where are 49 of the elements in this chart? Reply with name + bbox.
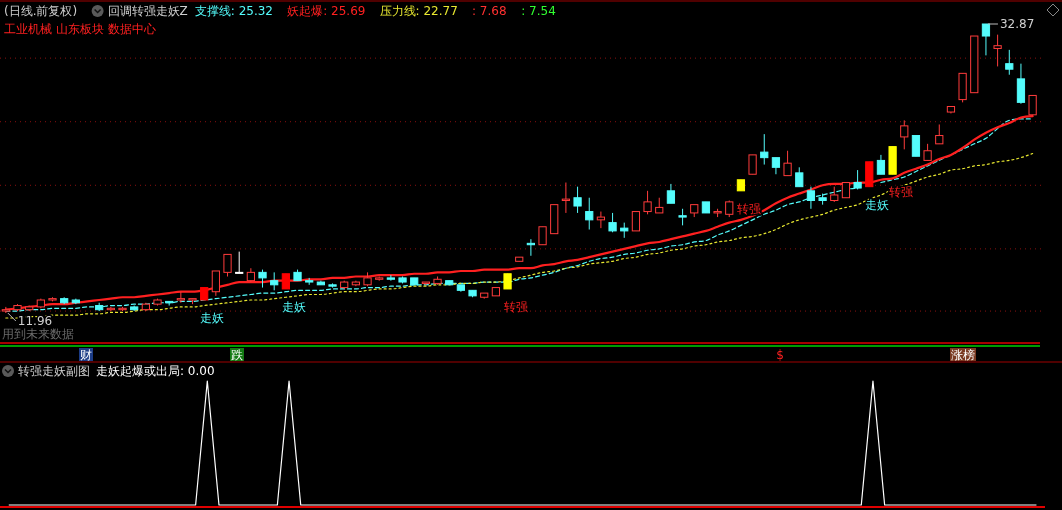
text: 走妖起爆或出局: 0.00 xyxy=(96,364,215,378)
candlestick xyxy=(585,197,594,231)
candlestick xyxy=(935,123,944,145)
candlestick xyxy=(795,166,804,188)
text: 跌 xyxy=(231,348,243,362)
text: 妖起爆: 25.69 xyxy=(287,4,366,18)
candlestick xyxy=(666,183,676,204)
candlestick xyxy=(386,274,395,282)
candlestick xyxy=(573,186,582,214)
text: 用到未来数据 xyxy=(2,327,74,341)
annotation: 转强 xyxy=(503,299,528,314)
candlestick xyxy=(981,23,991,56)
candlestick xyxy=(1028,94,1037,116)
chart-title: 转强走妖副图 xyxy=(18,364,90,378)
candlestick xyxy=(993,34,1002,67)
candlestick xyxy=(783,150,792,177)
candlestick xyxy=(900,119,909,150)
chart-subtitle: 工业机械 山东板块 数据中心 xyxy=(4,22,156,36)
candlestick xyxy=(911,135,921,157)
text: 涨榜 xyxy=(951,348,975,362)
candlestick xyxy=(876,154,886,175)
text: : 7.68 xyxy=(472,4,507,18)
candlestick xyxy=(561,182,571,214)
annotation: 走妖 xyxy=(200,311,225,326)
text: (日线.前复权) xyxy=(4,4,78,18)
annotation: 走妖 xyxy=(865,197,890,212)
text: $ xyxy=(776,348,784,362)
annotation: 32.87 xyxy=(999,17,1035,31)
text: 11.96 xyxy=(17,314,53,328)
text: 支撑线: 25.32 xyxy=(194,4,274,18)
candlestick xyxy=(223,253,232,278)
candlestick xyxy=(211,270,220,297)
text: : 7.54 xyxy=(521,4,556,18)
text: 压力线: 22.77 xyxy=(379,4,458,18)
candlestick xyxy=(1005,49,1014,76)
candlestick xyxy=(235,251,244,274)
chart-title: 回调转强走妖Z xyxy=(107,4,188,18)
text: 财 xyxy=(80,348,92,362)
candlestick xyxy=(643,190,652,215)
candlestick xyxy=(631,211,641,232)
candlestick xyxy=(760,133,769,166)
candlestick xyxy=(1016,63,1026,105)
annotation: 转强 xyxy=(888,185,913,200)
annotation: 走妖 xyxy=(281,299,306,314)
candlestick xyxy=(806,186,816,210)
candlestick xyxy=(176,291,185,304)
candlestick xyxy=(596,211,606,229)
candlestick xyxy=(748,154,757,175)
annotation: 转强 xyxy=(736,201,761,216)
